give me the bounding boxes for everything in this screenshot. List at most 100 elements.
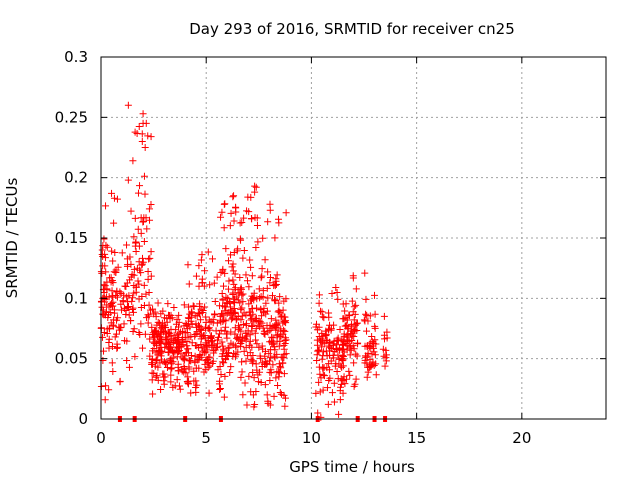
data-point xyxy=(318,308,326,316)
data-point xyxy=(205,389,213,397)
data-point xyxy=(156,359,164,367)
data-point xyxy=(166,315,174,323)
data-point xyxy=(344,331,352,339)
data-point xyxy=(371,336,379,344)
data-point xyxy=(223,334,231,342)
data-point xyxy=(267,369,275,377)
data-point xyxy=(210,310,218,318)
data-point xyxy=(264,218,272,226)
data-point xyxy=(113,293,121,301)
data-point xyxy=(273,350,281,358)
data-point xyxy=(102,202,110,210)
x-tick-labels: 0 5 10 15 20 xyxy=(96,429,531,447)
data-point xyxy=(170,331,178,339)
data-point xyxy=(184,345,192,353)
data-point xyxy=(350,303,358,311)
data-point xyxy=(145,205,153,213)
data-point xyxy=(139,119,147,127)
data-point xyxy=(257,274,265,282)
data-point xyxy=(231,330,239,338)
data-point xyxy=(219,345,227,353)
data-point xyxy=(241,379,249,387)
data-point xyxy=(253,304,261,312)
data-point xyxy=(219,267,227,275)
data-point xyxy=(364,368,372,376)
data-point xyxy=(250,296,258,304)
data-point xyxy=(340,345,348,353)
data-point xyxy=(264,397,272,405)
data-point xyxy=(246,337,254,345)
data-point xyxy=(363,327,371,335)
data-point xyxy=(123,255,131,263)
data-point xyxy=(353,352,361,360)
data-point xyxy=(324,400,332,408)
data-point xyxy=(254,238,262,246)
data-point xyxy=(234,336,242,344)
data-point xyxy=(147,201,155,209)
data-point xyxy=(161,324,169,332)
data-point xyxy=(266,357,274,365)
data-point xyxy=(164,338,172,346)
data-point xyxy=(192,383,200,391)
data-point xyxy=(135,328,143,336)
data-point xyxy=(312,389,320,397)
data-point xyxy=(275,342,283,350)
data-point xyxy=(265,350,273,358)
data-point xyxy=(226,369,234,377)
data-point xyxy=(251,214,259,222)
data-point xyxy=(239,391,247,399)
data-point xyxy=(117,323,125,331)
data-point xyxy=(229,276,237,284)
data-point xyxy=(198,251,206,259)
data-point xyxy=(100,329,108,337)
data-point xyxy=(321,372,329,380)
data-point xyxy=(127,207,135,215)
data-point xyxy=(161,327,169,335)
data-point xyxy=(313,356,321,364)
data-point xyxy=(98,269,106,277)
data-point xyxy=(251,182,259,190)
data-point xyxy=(130,233,138,241)
data-point xyxy=(218,208,226,216)
data-point xyxy=(185,280,193,288)
data-point xyxy=(102,241,110,249)
data-point xyxy=(139,110,147,118)
data-point xyxy=(211,297,219,305)
data-point xyxy=(315,363,323,371)
data-point xyxy=(381,362,389,370)
data-point xyxy=(252,183,260,191)
data-point xyxy=(216,384,224,392)
data-point xyxy=(206,353,214,361)
data-point xyxy=(242,271,250,279)
data-point xyxy=(280,370,288,378)
data-point xyxy=(152,373,160,381)
data-point xyxy=(184,379,192,387)
data-point xyxy=(98,246,106,254)
y-tick-label: 0.3 xyxy=(64,48,88,66)
data-point xyxy=(196,352,204,360)
data-point xyxy=(233,334,241,342)
data-point xyxy=(125,311,133,319)
data-point xyxy=(169,354,177,362)
data-point xyxy=(221,307,229,315)
data-point xyxy=(237,236,245,244)
data-point xyxy=(260,304,268,312)
data-point xyxy=(255,343,263,351)
data-point xyxy=(213,273,221,281)
grid-lines xyxy=(101,57,606,419)
data-point xyxy=(190,303,198,311)
data-point xyxy=(149,310,157,318)
data-point xyxy=(140,172,148,180)
data-point xyxy=(255,378,263,386)
data-point xyxy=(237,316,245,324)
data-point xyxy=(336,396,344,404)
data-point xyxy=(174,344,182,352)
data-point xyxy=(177,350,185,358)
data-point xyxy=(236,273,244,281)
data-point xyxy=(164,311,172,319)
data-point xyxy=(266,206,274,214)
data-point xyxy=(245,372,253,380)
data-point xyxy=(239,254,247,262)
data-point xyxy=(271,346,279,354)
data-point xyxy=(197,256,205,264)
